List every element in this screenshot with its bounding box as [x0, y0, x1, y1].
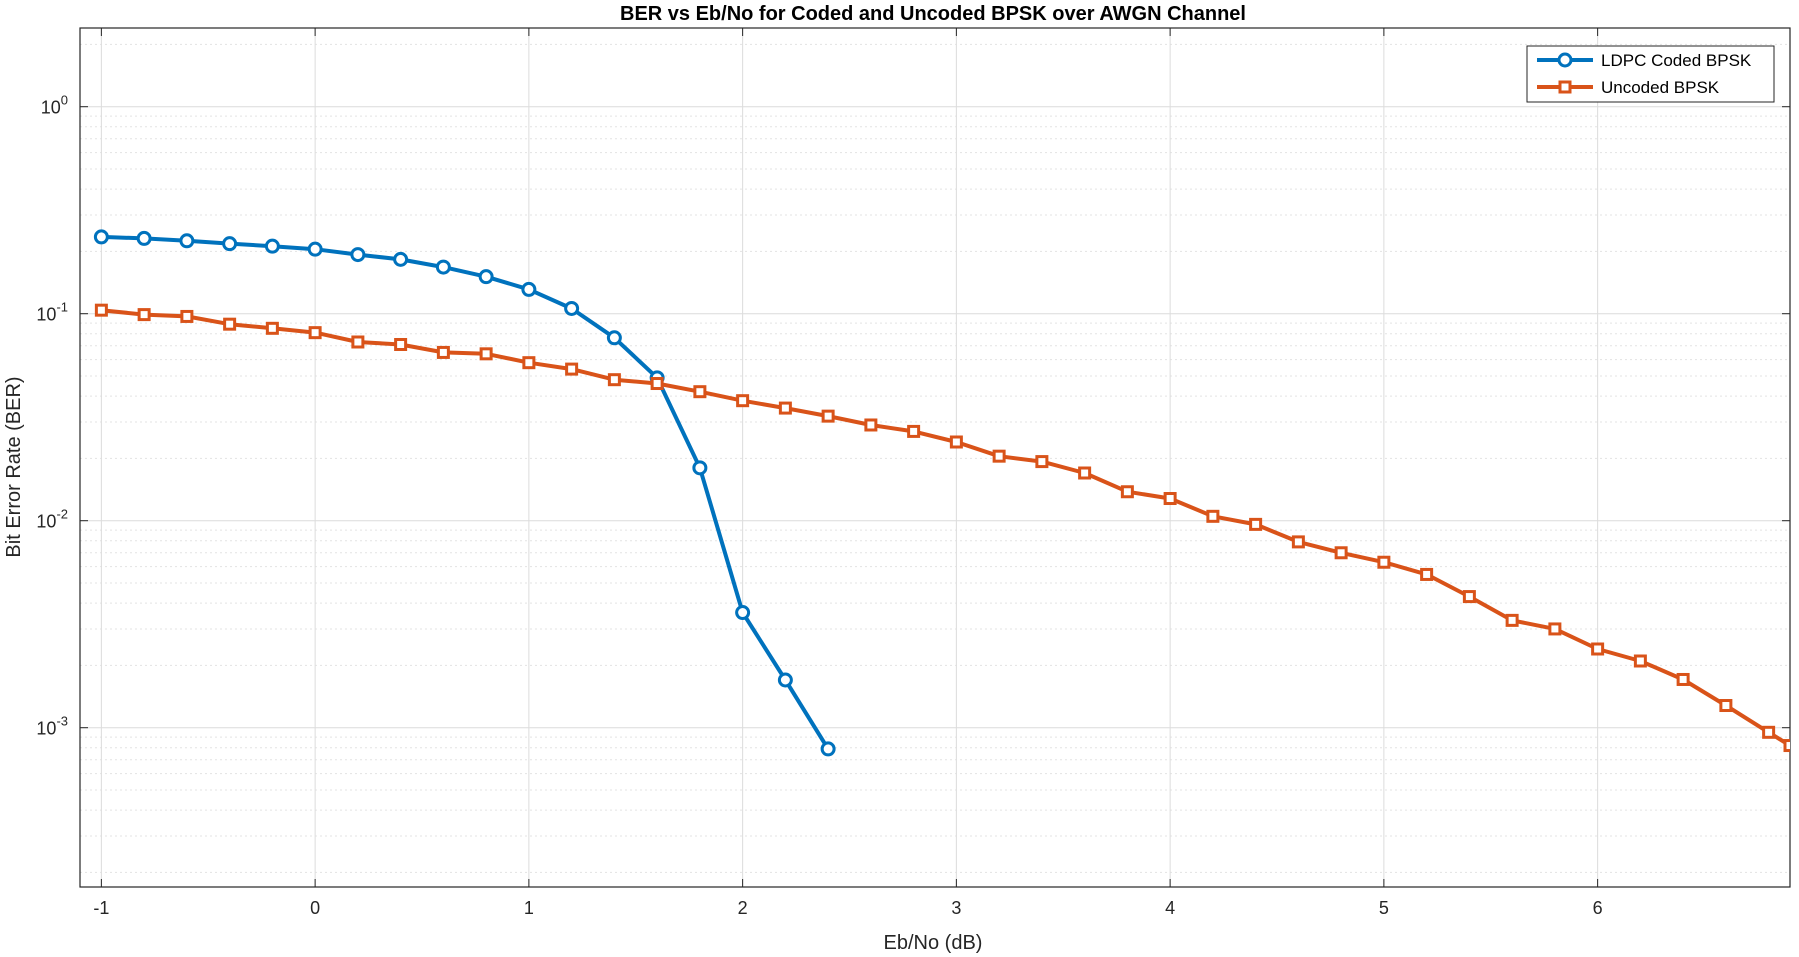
y-tick-label: 10-3: [36, 714, 68, 739]
data-point-uncoded: [351, 335, 365, 349]
data-point-uncoded: [1420, 567, 1434, 581]
data-point-ldpc: [393, 251, 409, 267]
legend-label-ldpc: LDPC Coded BPSK: [1601, 51, 1752, 70]
series-ldpc: [93, 229, 836, 757]
data-point-ldpc: [521, 281, 537, 297]
x-tick-label: 3: [951, 898, 961, 918]
data-point-uncoded: [821, 409, 835, 423]
legend[interactable]: LDPC Coded BPSK Uncoded BPSK: [1526, 45, 1775, 103]
data-point-uncoded: [1078, 466, 1092, 480]
y-tick-label: 10-2: [36, 507, 68, 532]
x-tick-label: 1: [524, 898, 534, 918]
data-point-uncoded: [1035, 455, 1049, 469]
x-tick-label: 6: [1593, 898, 1603, 918]
data-point-uncoded: [907, 424, 921, 438]
y-tick-label: 10-1: [36, 300, 68, 325]
axes-box: [79, 27, 1791, 888]
data-point-ldpc: [478, 269, 494, 285]
data-point-ldpc: [606, 330, 622, 346]
data-point-uncoded: [265, 321, 279, 335]
data-point-ldpc: [735, 605, 751, 621]
data-point-uncoded: [1783, 739, 1790, 753]
data-point-ldpc: [564, 300, 580, 316]
data-point-uncoded: [394, 337, 408, 351]
data-point-ldpc: [222, 236, 238, 252]
data-point-uncoded: [1249, 517, 1263, 531]
x-axis-label: Eb/No (dB): [884, 932, 983, 954]
data-point-uncoded: [522, 356, 536, 370]
legend-marker-circle-icon: [1557, 52, 1573, 68]
data-point-ldpc: [435, 259, 451, 275]
data-point-uncoded: [180, 309, 194, 323]
data-point-uncoded: [223, 317, 237, 331]
series-uncoded: [94, 303, 1790, 753]
data-point-uncoded: [565, 362, 579, 376]
data-point-ldpc: [692, 460, 708, 476]
labels: BER vs Eb/No for Coded and Uncoded BPSK …: [3, 3, 1246, 954]
legend-item-uncoded[interactable]: Uncoded BPSK: [1537, 78, 1720, 97]
data-point-uncoded: [479, 347, 493, 361]
x-tick-label: 4: [1165, 898, 1175, 918]
data-point-uncoded: [778, 401, 792, 415]
x-tick-label: 5: [1379, 898, 1389, 918]
data-point-uncoded: [436, 345, 450, 359]
y-tick-label: 100: [41, 93, 68, 118]
axes: -1 0 1 2 3 4 5 6 100 10-1 10-2 10-3: [36, 27, 1791, 918]
data-point-ldpc: [350, 247, 366, 263]
data-point-uncoded: [1120, 485, 1134, 499]
x-tick-label: -1: [93, 898, 109, 918]
data-point-ldpc: [777, 672, 793, 688]
data-point-uncoded: [1505, 613, 1519, 627]
data-point-uncoded: [693, 385, 707, 399]
data-point-uncoded: [650, 377, 664, 391]
x-tick-label: 0: [310, 898, 320, 918]
plot-area: [80, 28, 1790, 887]
data-point-uncoded: [1633, 654, 1647, 668]
data-point-uncoded: [1762, 725, 1776, 739]
data-point-uncoded: [1719, 699, 1733, 713]
data-point-ldpc: [179, 233, 195, 249]
data-point-uncoded: [1591, 642, 1605, 656]
data-point-uncoded: [1334, 546, 1348, 560]
data-point-uncoded: [1462, 590, 1476, 604]
series-layer: [93, 229, 1790, 757]
data-point-uncoded: [1291, 535, 1305, 549]
data-point-ldpc: [820, 741, 836, 757]
data-point-uncoded: [864, 418, 878, 432]
data-point-uncoded: [137, 308, 151, 322]
data-point-ldpc: [136, 230, 152, 246]
data-point-ldpc: [307, 241, 323, 257]
chart-title: BER vs Eb/No for Coded and Uncoded BPSK …: [620, 3, 1246, 25]
legend-marker-square-icon: [1558, 80, 1572, 94]
legend-label-uncoded: Uncoded BPSK: [1601, 78, 1720, 97]
data-point-uncoded: [992, 449, 1006, 463]
grid: [80, 28, 1790, 887]
x-tick-label: 2: [738, 898, 748, 918]
data-point-uncoded: [1676, 672, 1690, 686]
data-point-uncoded: [949, 435, 963, 449]
data-point-ldpc: [264, 238, 280, 254]
data-point-uncoded: [94, 303, 108, 317]
data-point-uncoded: [736, 394, 750, 408]
data-point-uncoded: [607, 373, 621, 387]
data-point-uncoded: [1206, 509, 1220, 523]
data-point-uncoded: [1548, 622, 1562, 636]
legend-item-ldpc[interactable]: LDPC Coded BPSK: [1537, 51, 1752, 70]
data-point-uncoded: [1163, 492, 1177, 506]
data-point-uncoded: [1377, 555, 1391, 569]
y-axis-label: Bit Error Rate (BER): [3, 376, 25, 557]
data-point-uncoded: [308, 326, 322, 340]
data-point-ldpc: [93, 229, 109, 245]
